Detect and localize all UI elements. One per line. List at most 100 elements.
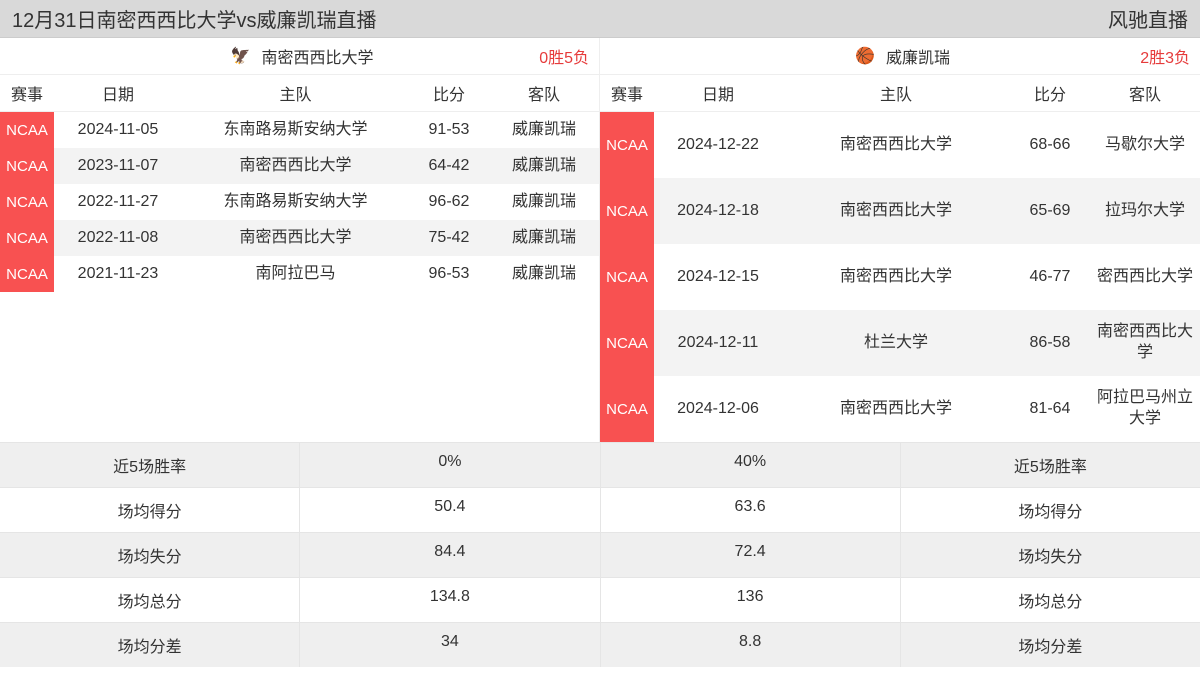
table-row[interactable]: NCAA2024-12-15南密西西比大学46-77密西西比大学 (600, 244, 1200, 310)
cell-home: 南密西西比大学 (782, 399, 1010, 420)
table-row[interactable]: NCAA2024-12-11杜兰大学86-58南密西西比大学 (600, 310, 1200, 376)
right-team-header: 🏀 威廉凯瑞 2胜3负 (600, 38, 1200, 75)
col-date: 日期 (54, 81, 182, 105)
stat-row-ppg: 场均得分 50.4 63.6 场均得分 (0, 487, 1200, 532)
table-row[interactable]: NCAA2022-11-27东南路易斯安纳大学96-62威廉凯瑞 (0, 184, 599, 220)
col-date: 日期 (654, 81, 782, 105)
event-badge: NCAA (0, 112, 54, 148)
stat-row-total: 场均总分 134.8 136 场均总分 (0, 577, 1200, 622)
cell-score: 91-53 (409, 121, 489, 139)
col-away: 客队 (1090, 81, 1200, 105)
cell-date: 2023-11-07 (54, 156, 182, 177)
cell-away: 马歇尔大学 (1090, 135, 1200, 156)
table-row[interactable]: NCAA2021-11-23南阿拉巴马96-53威廉凯瑞 (0, 256, 599, 292)
cell-away: 威廉凯瑞 (489, 228, 599, 249)
stat-label-right: 场均失分 (901, 533, 1200, 577)
cell-date: 2021-11-23 (54, 264, 182, 285)
event-badge: NCAA (0, 220, 54, 256)
left-rows: NCAA2024-11-05东南路易斯安纳大学91-53威廉凯瑞NCAA2023… (0, 112, 599, 292)
event-badge: NCAA (600, 376, 654, 442)
cell-away: 威廉凯瑞 (489, 120, 599, 141)
cell-away: 威廉凯瑞 (489, 264, 599, 285)
cell-home: 南密西西比大学 (782, 135, 1010, 156)
cell-date: 2024-12-11 (654, 333, 782, 354)
event-badge: NCAA (600, 244, 654, 310)
cell-score: 96-62 (409, 193, 489, 211)
cell-away: 威廉凯瑞 (489, 156, 599, 177)
cell-home: 南阿拉巴马 (182, 264, 409, 285)
stat-left-value: 134.8 (300, 578, 600, 622)
cell-date: 2024-12-06 (654, 399, 782, 420)
stat-right-value: 40% (601, 443, 901, 487)
stat-left-value: 84.4 (300, 533, 600, 577)
cell-date: 2022-11-27 (54, 192, 182, 213)
cell-home: 南密西西比大学 (782, 267, 1010, 288)
page-title: 12月31日南密西西比大学vs威廉凯瑞直播 (12, 4, 377, 33)
cell-away: 南密西西比大学 (1090, 322, 1200, 364)
right-team-name: 威廉凯瑞 (886, 44, 950, 68)
table-row[interactable]: NCAA2024-12-22南密西西比大学68-66马歇尔大学 (600, 112, 1200, 178)
stat-label-right: 场均得分 (901, 488, 1200, 532)
right-rows: NCAA2024-12-22南密西西比大学68-66马歇尔大学NCAA2024-… (600, 112, 1200, 442)
cell-home: 南密西西比大学 (182, 156, 409, 177)
stat-left-value: 34 (300, 623, 600, 667)
cell-home: 东南路易斯安纳大学 (182, 192, 409, 213)
left-team-name: 南密西西比大学 (261, 44, 373, 68)
stat-label-left: 场均失分 (0, 533, 300, 577)
event-badge: NCAA (600, 112, 654, 178)
cell-away: 威廉凯瑞 (489, 192, 599, 213)
cell-score: 75-42 (409, 229, 489, 247)
right-record: 2胜3负 (1140, 44, 1190, 68)
cell-date: 2024-12-18 (654, 201, 782, 222)
cell-home: 南密西西比大学 (782, 201, 1010, 222)
col-away: 客队 (489, 81, 599, 105)
col-score: 比分 (1010, 81, 1090, 105)
stat-label-right: 近5场胜率 (901, 443, 1200, 487)
cell-date: 2022-11-08 (54, 228, 182, 249)
table-row[interactable]: NCAA2023-11-07南密西西比大学64-42威廉凯瑞 (0, 148, 599, 184)
cell-away: 拉玛尔大学 (1090, 201, 1200, 222)
cell-score: 46-77 (1010, 268, 1090, 286)
cell-date: 2024-12-15 (654, 267, 782, 288)
right-panel: 🏀 威廉凯瑞 2胜3负 赛事 日期 主队 比分 客队 NCAA2024-12-2… (600, 38, 1200, 442)
cell-score: 96-53 (409, 265, 489, 283)
stat-label-left: 场均得分 (0, 488, 300, 532)
col-home: 主队 (782, 81, 1010, 105)
cell-away: 密西西比大学 (1090, 267, 1200, 288)
content: 🦅 南密西西比大学 0胜5负 赛事 日期 主队 比分 客队 NCAA2024-1… (0, 38, 1200, 442)
left-record: 0胜5负 (539, 44, 589, 68)
stat-right-value: 136 (601, 578, 901, 622)
left-team-header: 🦅 南密西西比大学 0胜5负 (0, 38, 599, 75)
team-logo-icon: 🏀 (850, 46, 880, 66)
cell-score: 65-69 (1010, 202, 1090, 220)
table-row[interactable]: NCAA2024-12-18南密西西比大学65-69拉玛尔大学 (600, 178, 1200, 244)
stat-left-value: 50.4 (300, 488, 600, 532)
stat-row-winrate: 近5场胜率 0% 40% 近5场胜率 (0, 442, 1200, 487)
header-bar: 12月31日南密西西比大学vs威廉凯瑞直播 风驰直播 (0, 0, 1200, 38)
table-row[interactable]: NCAA2022-11-08南密西西比大学75-42威廉凯瑞 (0, 220, 599, 256)
stat-label-right: 场均总分 (901, 578, 1200, 622)
table-row[interactable]: NCAA2024-12-06南密西西比大学81-64阿拉巴马州立大学 (600, 376, 1200, 442)
left-panel: 🦅 南密西西比大学 0胜5负 赛事 日期 主队 比分 客队 NCAA2024-1… (0, 38, 600, 442)
eagle-icon: 🦅 (225, 46, 255, 66)
cell-date: 2024-12-22 (654, 135, 782, 156)
stat-left-value: 0% (300, 443, 600, 487)
stat-right-value: 63.6 (601, 488, 901, 532)
stat-label-right: 场均分差 (901, 623, 1200, 667)
stat-label-left: 场均分差 (0, 623, 300, 667)
event-badge: NCAA (0, 184, 54, 220)
table-row[interactable]: NCAA2024-11-05东南路易斯安纳大学91-53威廉凯瑞 (0, 112, 599, 148)
event-badge: NCAA (600, 310, 654, 376)
cell-date: 2024-11-05 (54, 120, 182, 141)
cell-score: 64-42 (409, 157, 489, 175)
stat-label-left: 场均总分 (0, 578, 300, 622)
cell-score: 81-64 (1010, 400, 1090, 418)
col-home: 主队 (182, 81, 409, 105)
cell-score: 68-66 (1010, 136, 1090, 154)
stat-right-value: 8.8 (601, 623, 901, 667)
stat-right-value: 72.4 (601, 533, 901, 577)
stat-row-diff: 场均分差 34 8.8 场均分差 (0, 622, 1200, 667)
event-badge: NCAA (600, 178, 654, 244)
event-badge: NCAA (0, 148, 54, 184)
cell-home: 东南路易斯安纳大学 (182, 120, 409, 141)
